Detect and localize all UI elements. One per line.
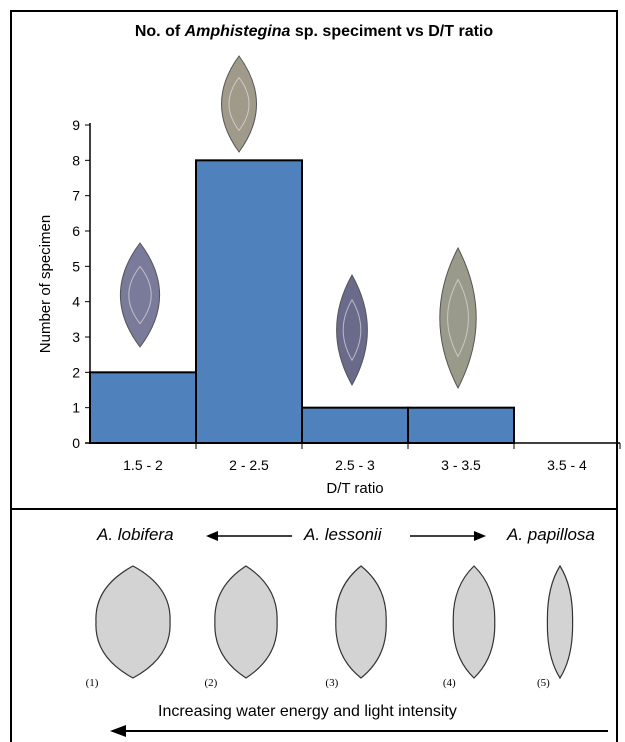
shape-number-label: (2): [205, 677, 218, 689]
y-tick-label: 7: [72, 188, 80, 204]
specimen-photo-inner: [228, 76, 250, 132]
y-tick-label: 0: [72, 435, 80, 451]
specimen-photo-inner: [342, 298, 362, 362]
x-tick-label: 2 - 2.5: [229, 457, 269, 473]
species-label-lessonii: A. lessonii: [304, 525, 382, 544]
arrow-right-head: [474, 531, 486, 541]
gradient-arrow-head: [110, 725, 126, 737]
x-tick-label: 2.5 - 3: [335, 457, 375, 473]
species-label-papillosa: A. papillosa: [507, 525, 595, 544]
y-tick-label: 6: [72, 223, 80, 239]
figure-frame: [10, 10, 618, 742]
y-tick-label: 1: [72, 400, 80, 416]
shape-number-label: (3): [325, 677, 338, 689]
y-tick-label: 4: [72, 294, 80, 310]
y-tick-label: 8: [72, 152, 80, 168]
x-axis-label: D/T ratio: [326, 480, 383, 497]
x-tick-label: 1.5 - 2: [123, 457, 163, 473]
y-axis-label: Number of specimen: [37, 215, 54, 353]
shape-number-label: (4): [443, 677, 456, 689]
bar-2-2.5: [195, 159, 303, 444]
specimen-photo: [119, 242, 161, 348]
x-tick-label: 3.5 - 4: [547, 457, 587, 473]
test-outline-shape-2: [214, 565, 278, 679]
bar-2.5-3: [301, 406, 409, 444]
specimen-photo: [336, 273, 368, 387]
specimen-photo: [221, 55, 257, 153]
gradient-caption: Increasing water energy and light intens…: [158, 703, 457, 720]
panel-divider: [10, 508, 618, 510]
test-outline-shape-1: [95, 565, 171, 679]
x-tick-label: 3 - 3.5: [441, 457, 481, 473]
shape-number-label: (5): [537, 677, 550, 689]
test-outline-shape-5: [546, 564, 574, 680]
species-label-lobifera: A. lobifera: [97, 525, 174, 544]
specimen-photo-inner: [447, 278, 469, 358]
chart-title: No. of Amphistegina sp. speciment vs D/T…: [134, 23, 494, 40]
specimen-photo-inner: [128, 265, 152, 325]
y-tick-label: 5: [72, 258, 80, 274]
test-outline-shape-3: [335, 565, 387, 679]
bar-1.5-2: [89, 371, 197, 445]
y-tick-label: 9: [72, 117, 80, 133]
shape-number-label: (1): [86, 677, 99, 689]
bar-3-3.5: [407, 406, 515, 444]
specimen-photo: [439, 246, 477, 390]
arrow-left-head: [206, 531, 218, 541]
y-tick-label: 2: [72, 364, 80, 380]
y-tick-label: 3: [72, 329, 80, 345]
test-outline-shape-4: [452, 565, 496, 679]
